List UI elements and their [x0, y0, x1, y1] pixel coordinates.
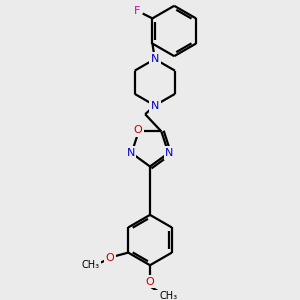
Text: O: O [105, 254, 114, 263]
Text: CH₃: CH₃ [81, 260, 100, 270]
Text: O: O [133, 125, 142, 136]
Text: N: N [165, 148, 174, 158]
Text: N: N [126, 148, 135, 158]
Text: N: N [151, 100, 159, 110]
Text: CH₃: CH₃ [159, 291, 178, 300]
Text: O: O [146, 277, 154, 287]
Text: F: F [134, 6, 140, 16]
Text: N: N [151, 54, 159, 64]
